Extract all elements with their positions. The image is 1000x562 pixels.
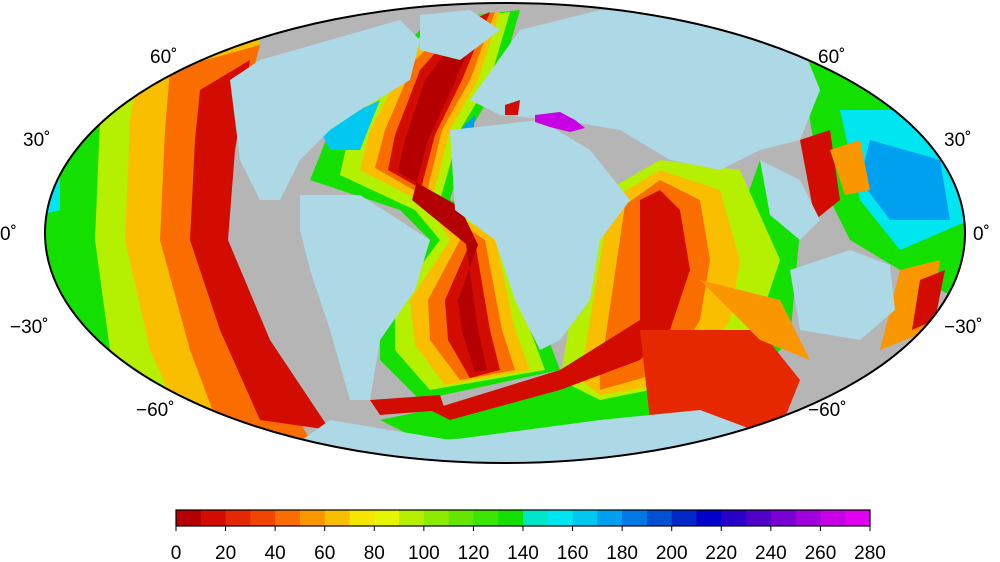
colorbar-swatch — [423, 510, 450, 526]
colorbar-swatch — [770, 510, 797, 526]
colorbar-swatch — [473, 510, 499, 526]
continents — [230, 10, 895, 463]
atlantic-age-bands — [310, 10, 560, 400]
lat-label-right-neg60: −60˚ — [808, 400, 847, 421]
pacific-east-ridge — [190, 60, 330, 430]
colorbar-tick-label: 200 — [656, 543, 688, 562]
atlantic-cyan-nw — [320, 100, 380, 150]
greenland-land — [420, 10, 500, 60]
lat-label-right-60: 60˚ — [818, 47, 845, 68]
colorbar-swatches — [176, 510, 871, 526]
lat-label-right-0: 0˚ — [973, 224, 990, 245]
mediterranean-magenta-patch — [535, 112, 585, 132]
colorbar-tick-label: 260 — [805, 543, 837, 562]
lat-label-left-neg30: −30˚ — [10, 317, 49, 338]
colorbar-tick-label: 240 — [755, 543, 787, 562]
pacific-west-blue — [860, 140, 950, 220]
colorbar-tick-label: 180 — [606, 543, 638, 562]
north-america-land — [230, 20, 420, 200]
colorbar-swatch — [845, 510, 871, 526]
colorbar-swatch — [696, 510, 722, 526]
pacific-west-orange — [830, 140, 870, 195]
colorbar-tick-label: 220 — [705, 543, 737, 562]
pacific-west-red-arc — [800, 130, 840, 220]
atlantic-deep-ridge — [398, 18, 487, 372]
australia-land — [790, 250, 895, 340]
southeast-asia-land — [760, 160, 820, 240]
colorbar: 0 20 40 60 80 100 120 140 160 180 200 220 240 260 280 — [171, 509, 886, 562]
colorbar-tick-label: 100 — [408, 543, 440, 562]
colorbar-swatch — [671, 510, 697, 526]
colorbar-swatch — [820, 510, 846, 526]
colorbar-swatch — [547, 510, 574, 526]
colorbar-swatch — [349, 510, 375, 526]
colorbar-tick-label: 140 — [507, 543, 539, 562]
colorbar-tick-label: 160 — [557, 543, 589, 562]
eurasia-land — [470, 10, 820, 170]
colorbar-tick-label: 280 — [854, 543, 886, 562]
africa-land — [450, 120, 630, 350]
colorbar-swatch — [200, 510, 227, 526]
colorbar-swatch — [448, 510, 474, 526]
colorbar-swatch — [622, 510, 648, 526]
latitude-labels-right: 60˚ 30˚ 0˚ −30˚ −60˚ — [808, 47, 990, 421]
colorbar-swatch — [324, 510, 350, 526]
lat-label-left-0: 0˚ — [0, 224, 17, 245]
globe-outline — [44, 2, 966, 464]
colorbar-swatch — [572, 510, 598, 526]
colorbar-swatch — [399, 510, 425, 526]
lat-label-left-60: 60˚ — [150, 47, 177, 68]
south-america-land — [300, 195, 430, 400]
latitude-labels-left: 60˚ 30˚ 0˚ −30˚ −60˚ — [0, 47, 177, 421]
colorbar-tick-label: 80 — [364, 543, 385, 562]
colorbar-swatch — [498, 510, 524, 526]
colorbar-swatch — [225, 510, 251, 526]
lat-label-left-30: 30˚ — [23, 130, 50, 151]
colorbar-swatch — [597, 510, 623, 526]
colorbar-tick-label: 120 — [458, 543, 490, 562]
lat-label-right-neg30: −30˚ — [944, 317, 983, 338]
colorbar-swatch — [250, 510, 276, 526]
colorbar-swatch — [374, 510, 400, 526]
colorbar-tick-label: 40 — [265, 543, 286, 562]
colorbar-tick-label: 20 — [215, 543, 236, 562]
colorbar-swatch — [299, 510, 326, 526]
map-body — [45, 3, 965, 463]
tasman-red — [912, 270, 945, 330]
colorbar-tick-label: 0 — [171, 543, 182, 562]
colorbar-tick-label: 60 — [314, 543, 335, 562]
colorbar-labels: 0 20 40 60 80 100 120 140 160 180 200 220 240 260 280 — [171, 543, 886, 562]
atlantic-ridge — [388, 12, 500, 378]
colorbar-swatch — [523, 510, 549, 526]
colorbar-swatch — [795, 510, 821, 526]
lat-label-right-30: 30˚ — [944, 130, 971, 151]
lat-label-left-neg60: −60˚ — [136, 400, 175, 421]
colorbar-swatch — [275, 510, 301, 526]
drake-passage-red — [370, 395, 445, 415]
southern-orange — [700, 280, 810, 360]
colorbar-swatch — [176, 510, 202, 526]
colorbar-ticks — [175, 526, 871, 531]
indian-ridge — [430, 190, 690, 420]
colorbar-swatch — [646, 510, 673, 526]
colorbar-swatch — [746, 510, 772, 526]
mediterranean-red-patch — [505, 100, 520, 115]
colorbar-swatch — [721, 510, 747, 526]
